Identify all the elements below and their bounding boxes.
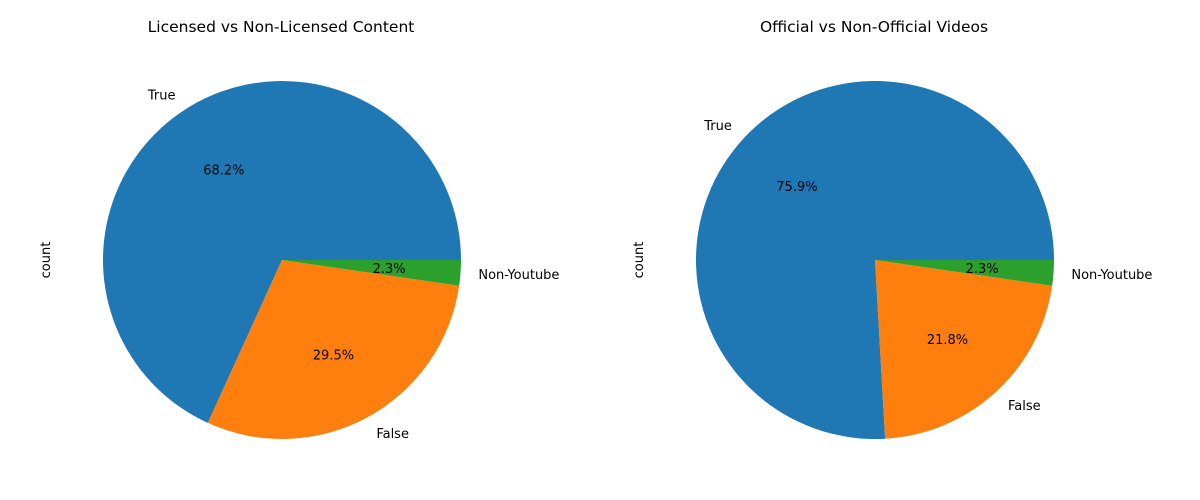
pie-slice-false bbox=[207, 260, 460, 439]
slice-percent-non-youtube: 2.3% bbox=[966, 262, 999, 277]
pie-chart-official: Official vs Non-Official Videos count Tr… bbox=[632, 18, 1152, 439]
pie-slice-non-youtube bbox=[282, 260, 461, 286]
pie-slice-true bbox=[695, 80, 1054, 439]
pie-chart-licensed: Licensed vs Non-Licensed Content count T… bbox=[39, 18, 559, 442]
slice-percent-non-youtube: 2.3% bbox=[373, 262, 406, 277]
slice-label-false: False bbox=[1008, 399, 1041, 414]
slice-percent-true: 68.2% bbox=[203, 164, 244, 179]
y-axis-label: count bbox=[632, 242, 647, 279]
slice-percent-false: 29.5% bbox=[313, 348, 354, 363]
slice-label-true: True bbox=[147, 88, 176, 103]
slice-label-true: True bbox=[703, 119, 732, 134]
slice-percent-false: 21.8% bbox=[927, 333, 968, 348]
slice-percent-true: 75.9% bbox=[776, 180, 817, 195]
chart-title: Licensed vs Non-Licensed Content bbox=[148, 18, 415, 36]
slice-label-non-youtube: Non-Youtube bbox=[478, 268, 559, 283]
chart-title: Official vs Non-Official Videos bbox=[760, 18, 988, 36]
y-axis-label: count bbox=[39, 242, 54, 279]
pie-slices: True 75.9% False 21.8% Non-Youtube 2.3% bbox=[695, 80, 1152, 439]
pie-slices: True 68.2% False 29.5% Non-Youtube 2.3% bbox=[102, 80, 559, 442]
pie-slice-false bbox=[875, 260, 1053, 439]
slice-label-non-youtube: Non-Youtube bbox=[1071, 268, 1152, 283]
slice-label-false: False bbox=[376, 427, 409, 442]
pie-slice-true bbox=[102, 80, 461, 423]
pie-slice-non-youtube bbox=[875, 260, 1054, 286]
